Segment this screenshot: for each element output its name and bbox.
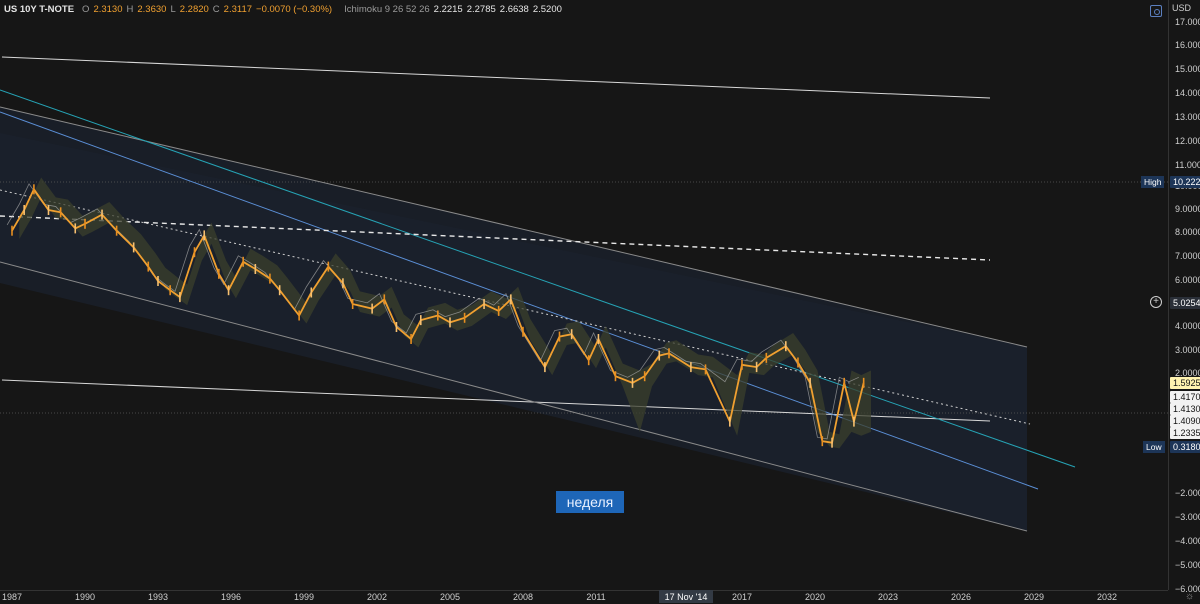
change-value: −0.0070 (−0.30%)	[256, 4, 333, 15]
high-name-badge: High	[1141, 176, 1165, 188]
price-tick-label: 17.0000	[1175, 17, 1200, 27]
ichimoku-value-badge: 1.4170	[1170, 391, 1200, 403]
price-chart[interactable]	[0, 0, 1168, 590]
time-tick-label: 1990	[74, 592, 96, 602]
indicator-value-2: 2.2785	[466, 4, 496, 15]
teal-trendline[interactable]	[0, 89, 1076, 468]
time-scale[interactable]: 1987 1990 1993 1996 1999 2002 2005 2008 2011 2017…	[0, 590, 1168, 604]
time-tick-label: 2005	[439, 592, 461, 602]
price-tick-label: −4.0000	[1175, 536, 1200, 546]
cursor-value-badge: 5.0254	[1170, 297, 1200, 309]
low-value-badge: 0.3180	[1170, 441, 1200, 453]
price-tick-label: 8.0000	[1175, 227, 1200, 237]
time-tick-label: 2029	[1023, 592, 1045, 602]
time-tick-label: 2011	[586, 592, 606, 602]
time-tick-label: 2032	[1096, 592, 1118, 602]
currency-label[interactable]: USD	[1172, 3, 1192, 13]
high-value: 2.3630	[137, 4, 167, 15]
upper-horizontal-trendline[interactable]	[1, 56, 991, 99]
high-value-badge: 10.2224	[1170, 176, 1200, 188]
ichimoku-value-badge: 1.2335	[1170, 427, 1200, 439]
channel-top-line[interactable]	[0, 106, 1028, 348]
inner-channel-fill	[0, 133, 1027, 531]
time-tick-label: 2026	[950, 592, 972, 602]
price-tick-label: 15.0000	[1175, 64, 1200, 74]
price-tick-label: −3.0000	[1175, 512, 1200, 522]
price-tick-label: 16.0000	[1175, 40, 1200, 50]
indicator-value-4: 2.5200	[532, 4, 562, 15]
indicator-value-3: 2.6638	[499, 4, 529, 15]
channel-bottom-line[interactable]	[0, 261, 1028, 532]
white-dashed-trendline[interactable]	[0, 215, 991, 261]
price-tick-label: 11.0000	[1175, 160, 1200, 170]
indicator-name[interactable]: Ichimoku 9 26 52 26	[344, 4, 430, 15]
price-tick-label: −2.0000	[1175, 488, 1200, 498]
open-label: O	[82, 4, 90, 15]
time-tick-label: 2008	[512, 592, 534, 602]
low-name-badge: Low	[1143, 441, 1165, 453]
price-tick-label: 9.0000	[1175, 204, 1200, 214]
low-value: 2.2820	[179, 4, 209, 15]
ichimoku-cloud-area	[19, 177, 871, 449]
ichimoku-value-badge: 1.4130	[1170, 403, 1200, 415]
time-tick-label: 2023	[877, 592, 899, 602]
symbol-name[interactable]: US 10Y T-NOTE	[4, 4, 75, 15]
price-tick-label: 3.0000	[1175, 345, 1200, 355]
price-tick-label: 2.0000	[1175, 368, 1200, 378]
ichimoku-value-badge: 1.4090	[1170, 415, 1200, 427]
price-tick-label: 4.0000	[1175, 321, 1200, 331]
open-value: 2.3130	[93, 4, 123, 15]
time-tick-label: 2020	[804, 592, 826, 602]
time-tick-label: 2002	[366, 592, 388, 602]
time-tick-label: 1996	[220, 592, 242, 602]
close-value: 2.3117	[223, 4, 253, 15]
price-tick-label: 12.0000	[1175, 136, 1200, 146]
timeframe-label: неделя	[556, 491, 624, 513]
price-tick-label: 13.0000	[1175, 112, 1200, 122]
time-tick-label: 2017	[731, 592, 753, 602]
add-alert-icon[interactable]: +	[1150, 296, 1162, 308]
scale-settings-icon[interactable]: ☼	[1185, 591, 1195, 602]
price-tick-label: 14.0000	[1175, 88, 1200, 98]
channel-fill	[0, 107, 1027, 531]
high-label: H	[126, 4, 134, 15]
price-tick-label: 7.0000	[1175, 251, 1200, 261]
indicator-value-1: 2.2215	[433, 4, 463, 15]
price-series	[11, 184, 865, 448]
price-tick-label: −6.0000	[1175, 584, 1200, 594]
time-tick-label: 1987	[1, 592, 23, 602]
price-scale[interactable]: 17.0000 16.0000 15.0000 14.0000 13.0000 12.00…	[1168, 0, 1200, 594]
last-price-badge: 1.5925	[1170, 377, 1200, 389]
cursor-date-badge: 17 Nov '14	[659, 590, 713, 603]
time-tick-label: 1999	[293, 592, 315, 602]
close-label: C	[212, 4, 220, 15]
chart-settings-icon[interactable]	[1150, 5, 1162, 17]
price-tick-label: −5.0000	[1175, 560, 1200, 570]
low-label: L	[170, 4, 176, 15]
price-tick-label: 6.0000	[1175, 275, 1200, 285]
time-tick-label: 1993	[147, 592, 169, 602]
